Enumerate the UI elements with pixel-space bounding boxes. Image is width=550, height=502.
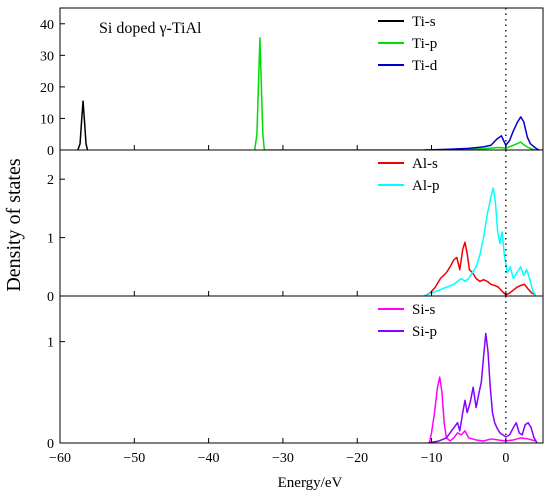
series-line-ti-s [77,100,89,150]
series-line-al-s [423,241,536,296]
y-tick-label: 0 [47,290,54,305]
legend-label-si-s: Si-s [412,302,436,318]
series-line-si-s [428,376,536,443]
panel-1: 0 10 20 30 40 Ti-s Ti-p Ti-d [40,7,544,159]
panel-frame [59,149,544,297]
series-line-si-p [427,332,538,443]
series-line-al-p [423,187,537,296]
series-line-ti-p [253,37,536,150]
panel-frame [59,295,544,444]
y-tick-label: 0 [47,144,54,159]
legend-label-ti-d: Ti-d [412,58,438,74]
y-tick-label: 20 [40,81,54,96]
legend-label-al-s: Al-s [412,156,438,172]
y-tick-label: 10 [40,112,54,127]
y-tick-label: 0 [47,437,54,452]
x-tick-label: 0 [502,451,509,466]
y-tick-label: 1 [47,336,54,351]
legend-label-ti-p: Ti-p [412,36,437,52]
y-tick-label: 1 [47,232,54,247]
panel-2: 0 1 2 Al-s Al-p [47,149,544,305]
panel-3: 0 1 Si-s Si-p [47,295,544,452]
series-line-ti-d [424,116,540,150]
x-axis-title: Energy/eV [278,475,343,491]
legend-label-ti-s: Ti-s [412,14,436,30]
y-tick-label: 30 [40,49,54,64]
legend-label-si-p: Si-p [412,324,437,340]
y-tick-label: 2 [47,173,54,188]
legend-label-al-p: Al-p [412,178,440,194]
chart-annotation: Si doped γ-TiAl [99,20,202,37]
x-tick-label: −30 [272,451,294,466]
x-tick-label: −10 [421,451,443,466]
x-tick-label: −50 [123,451,145,466]
y-tick-label: 40 [40,18,54,33]
y-axis-title: Density of states [3,158,25,292]
x-tick-label: −40 [198,451,220,466]
x-tick-label: −60 [49,451,71,466]
x-tick-label: −20 [346,451,368,466]
